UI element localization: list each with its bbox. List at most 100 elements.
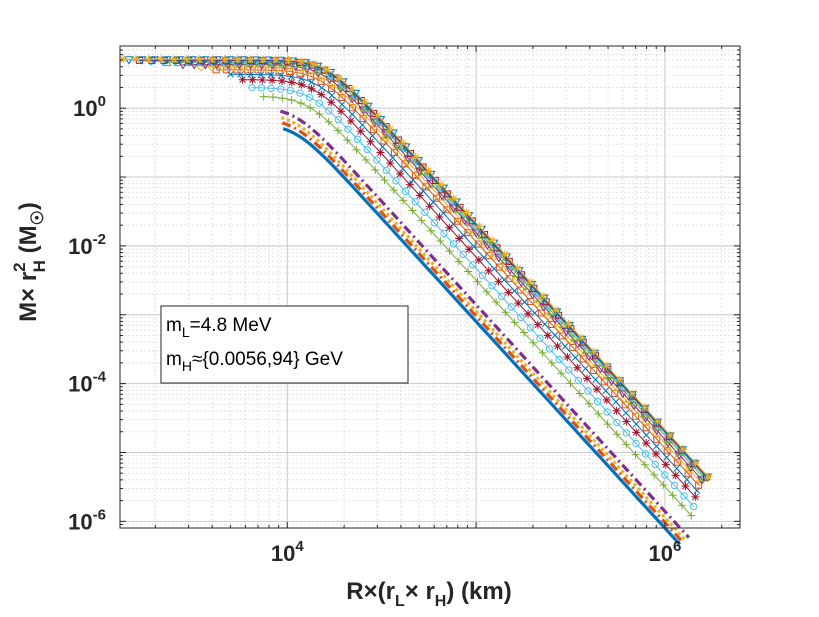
y-tick-exp: -6 [93,506,106,523]
series-marker [449,194,458,203]
series-marker [651,460,659,469]
series-marker [683,476,691,483]
series-marker [684,470,692,478]
svg-text:100: 100 [73,93,106,121]
series-marker [661,460,670,469]
series-marker [602,361,611,370]
y-tick-label-1e-2: 10-2 [68,231,106,259]
series-marker [305,93,314,101]
y-tick-label-1e-4: 10-4 [68,369,106,397]
series-marker [680,492,688,500]
series-marker [445,247,454,256]
series-marker [642,439,651,448]
series-marker [481,230,489,238]
series-marker [169,55,178,64]
series-marker [555,355,563,364]
series-marker [538,348,547,357]
series-marker [386,125,395,134]
series-marker [641,450,650,458]
series-marker [454,257,463,266]
series-marker [484,266,493,275]
series-marker [268,93,277,102]
series-marker [419,163,427,171]
annotation-line-1: mL=4.8 MeV [166,315,272,340]
series-marker [259,55,268,64]
series-marker [315,99,323,107]
series-marker [681,482,690,491]
x-tick-label-1e4: 104 [271,538,304,566]
series-marker [478,271,487,280]
series-marker [174,56,185,65]
series-marker [317,77,325,85]
series-marker [411,152,420,161]
series-marker [531,309,539,317]
series-marker [317,90,326,99]
series-marker [328,85,336,93]
series-marker [337,107,346,116]
series-marker [612,406,621,415]
series-marker [144,55,153,64]
series-marker [327,98,336,107]
series-marker [408,206,417,215]
series-marker [248,75,257,84]
series-marker [419,187,427,195]
grid-lines [120,45,740,529]
series-s1 [282,127,681,546]
series-marker [671,471,680,480]
series-marker [307,72,315,80]
series-marker [504,288,513,297]
series-marker [511,287,518,295]
series-marker [577,333,586,342]
series-marker [348,111,356,118]
series-marker [527,298,535,306]
x-tick-label-1e6: 106 [648,538,681,566]
series-marker [315,110,324,119]
series-marker [349,104,357,112]
series-marker [678,445,687,454]
series-marker [563,352,572,361]
series-marker [612,430,621,439]
series-marker [464,229,472,237]
series-marker [392,177,400,185]
series-marker [642,431,650,439]
series-marker [396,169,405,178]
series-s9 [212,66,703,489]
series-marker [297,57,306,66]
series-marker [415,191,424,200]
series-marker [622,417,631,426]
series-marker [519,328,528,337]
series-marker [248,83,256,92]
series-marker [220,55,229,64]
series-marker [582,365,589,372]
series-marker [469,261,477,269]
series-marker [661,471,669,479]
series-marker [386,159,395,168]
series-marker [182,55,191,64]
series-marker [308,78,315,86]
series-s4 [279,109,691,539]
series-marker [590,366,598,374]
series-marker [238,75,247,84]
series-marker [611,389,619,397]
series-marker [602,387,610,395]
svg-text:104: 104 [271,538,304,566]
series-marker [488,282,496,290]
series-marker [475,222,484,231]
series-marker [224,56,235,65]
series-marker [513,264,522,273]
series-marker [659,481,668,490]
series-marker [335,74,344,83]
series-marker [642,424,650,432]
series-marker [653,417,662,426]
series-marker [379,143,386,151]
series-marker [687,511,696,520]
series-marker [369,126,377,134]
series-marker [673,465,681,472]
series-marker [497,292,506,301]
series-marker [343,136,352,145]
series-marker [553,342,562,351]
series-marker [612,398,620,406]
series-marker [704,472,713,481]
series-marker [430,219,439,227]
series-marker [574,376,583,385]
